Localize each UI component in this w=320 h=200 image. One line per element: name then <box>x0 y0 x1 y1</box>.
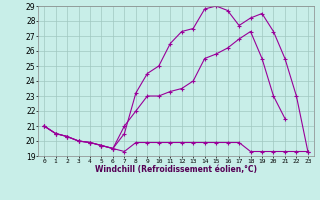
X-axis label: Windchill (Refroidissement éolien,°C): Windchill (Refroidissement éolien,°C) <box>95 165 257 174</box>
